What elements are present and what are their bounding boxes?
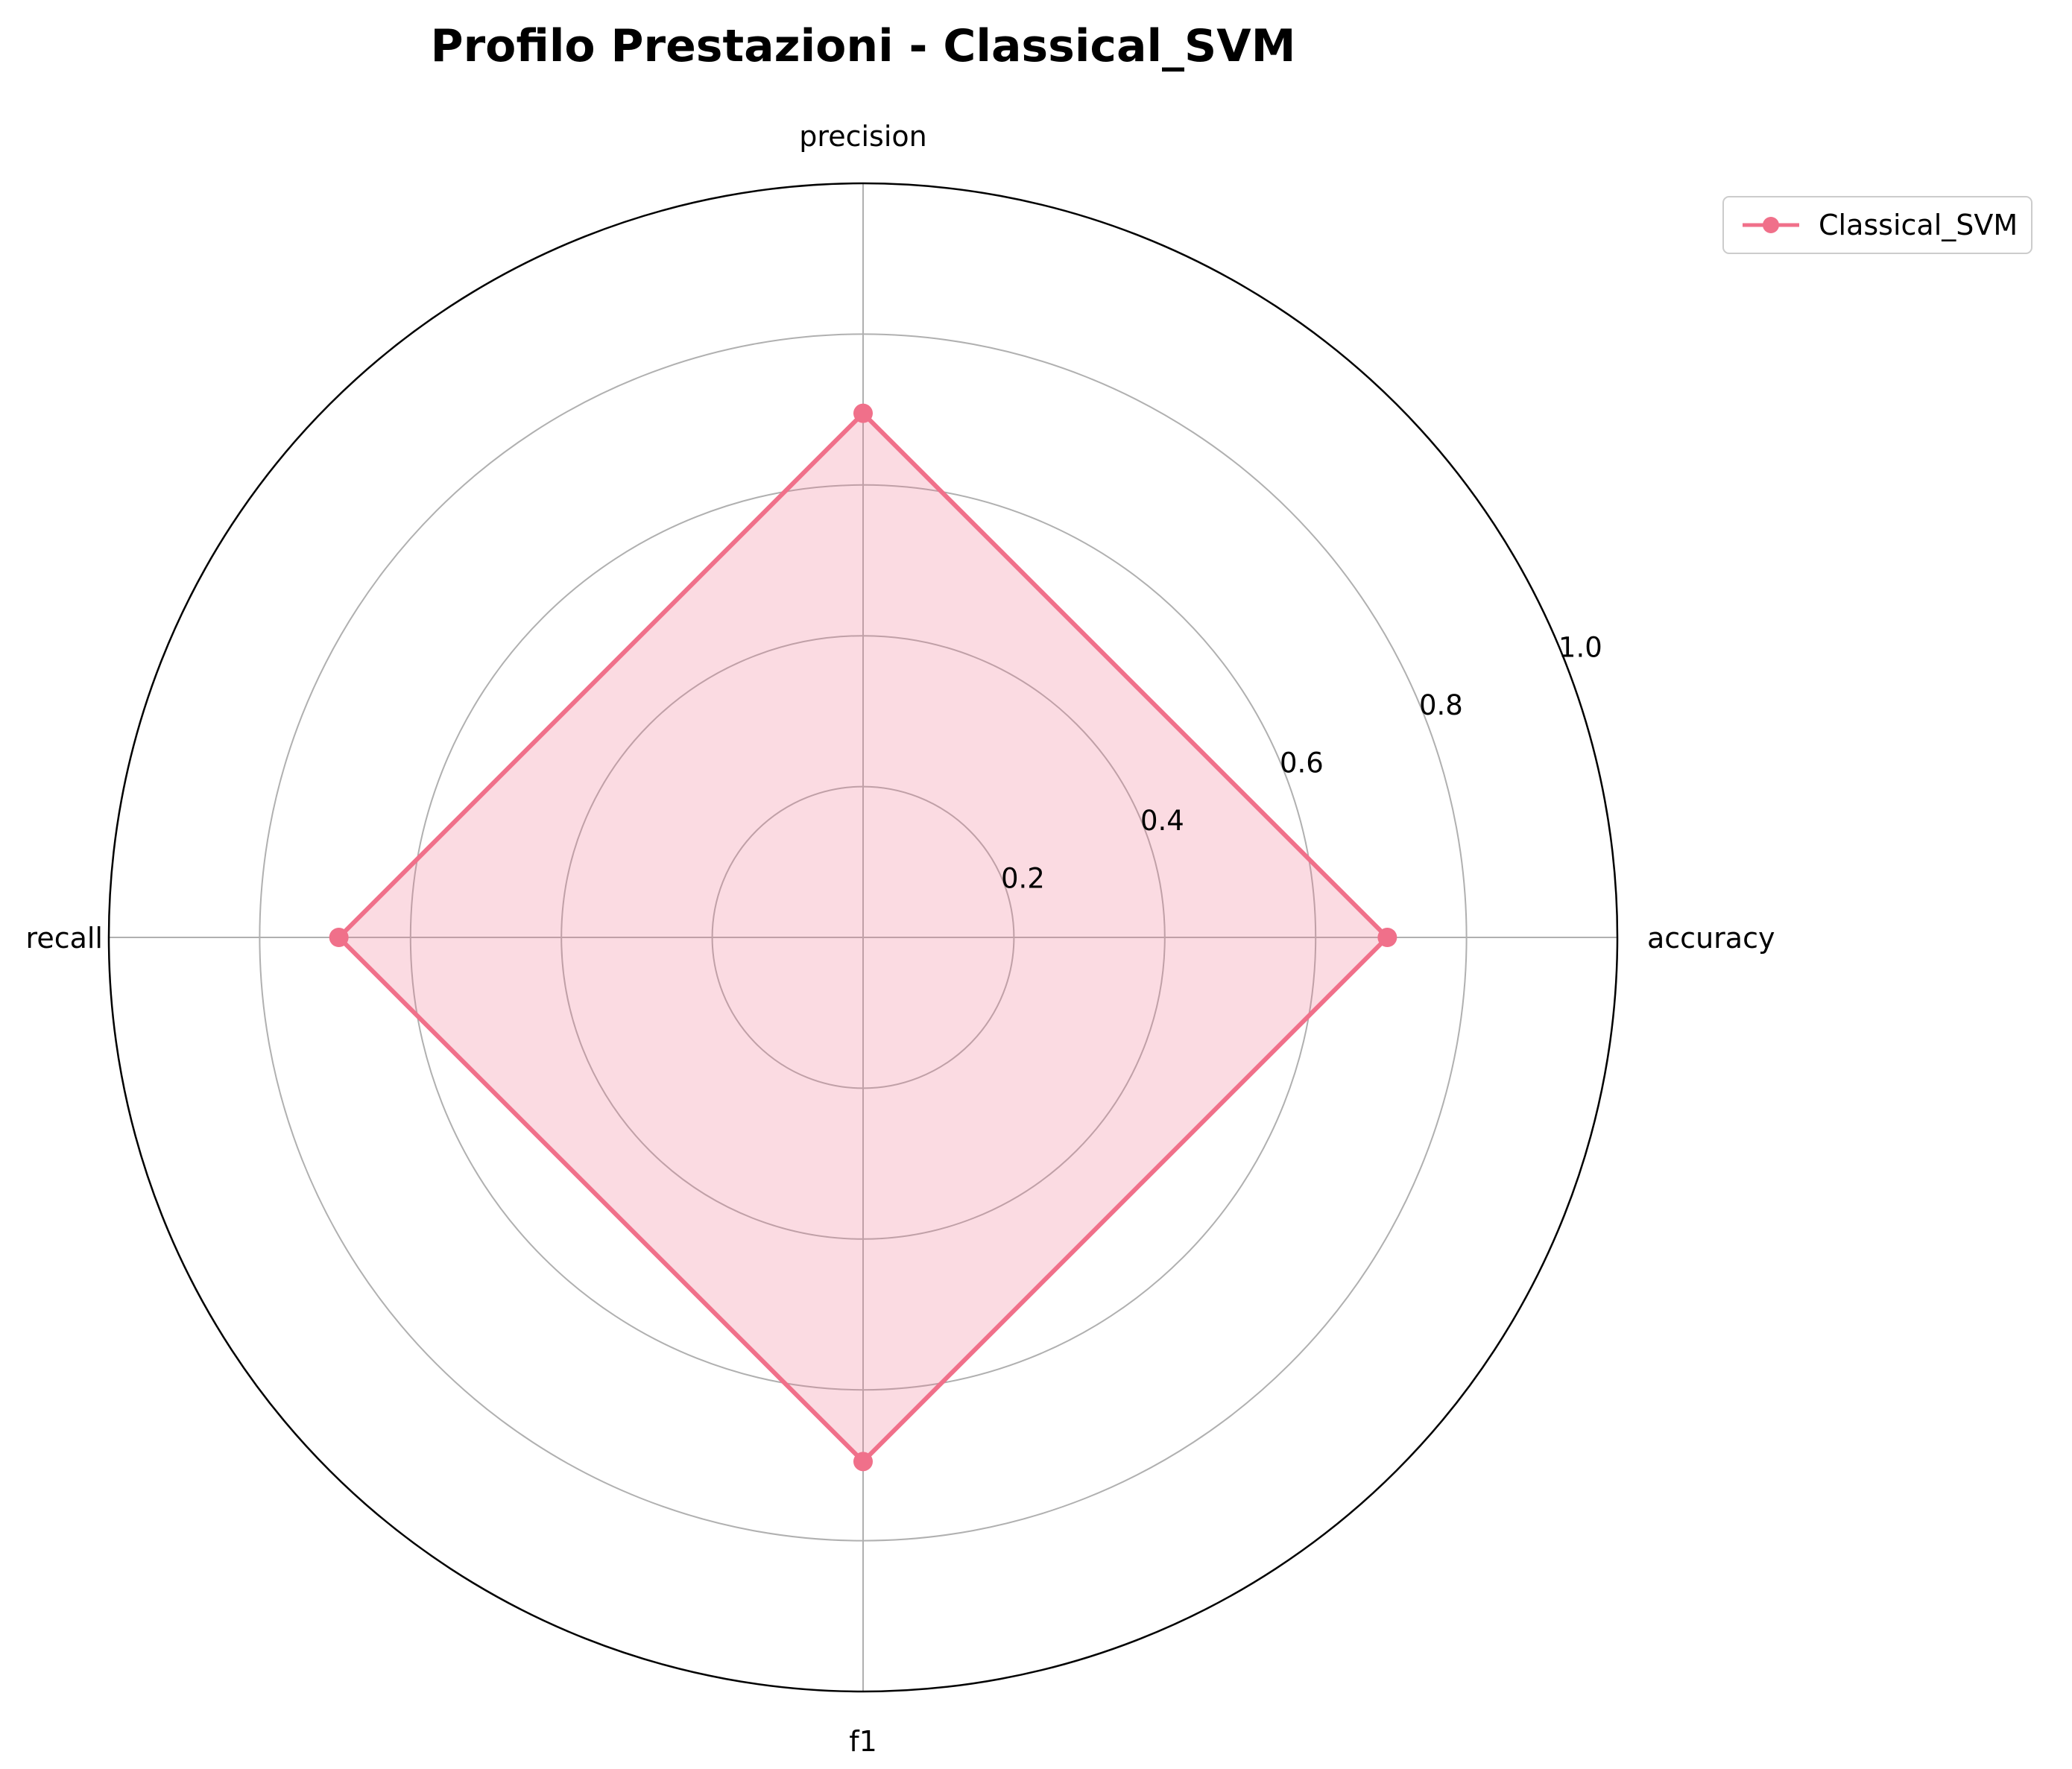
grid	[107, 182, 1619, 1693]
axis-label-accuracy: accuracy	[1647, 922, 1775, 955]
axis-label-precision: precision	[799, 120, 926, 153]
grid-ring	[259, 333, 1468, 1542]
data-point-accuracy	[1377, 928, 1397, 947]
outer-ring	[107, 182, 1619, 1693]
grid-ring	[560, 635, 1166, 1240]
series-fill	[338, 413, 1388, 1462]
grid-ring	[409, 484, 1317, 1391]
legend-series-marker	[1763, 217, 1779, 233]
grid-ring	[711, 785, 1015, 1089]
data-point-recall	[329, 928, 349, 947]
chart-title: Profilo Prestazioni - Classical_SVM	[431, 20, 1296, 72]
legend-frame	[1722, 196, 2032, 254]
axis-label-f1: f1	[849, 1725, 877, 1758]
axis-label-recall: recall	[26, 922, 103, 955]
r-tick-label: 1.0	[1558, 632, 1602, 664]
r-tick-label: 0.6	[1280, 747, 1324, 779]
series-layer	[329, 403, 1397, 1472]
axis-labels: 0.2 0.4 0.6 0.8 1.0 accuracy precision recall f1	[26, 120, 1775, 1758]
legend: Classical_SVM	[1722, 196, 2032, 254]
data-point-precision	[853, 403, 873, 423]
legend-series-label: Classical_SVM	[1819, 209, 2018, 241]
r-tick-label: 0.4	[1140, 805, 1184, 837]
data-point-f1	[853, 1452, 873, 1472]
r-tick-label: 0.8	[1419, 689, 1463, 721]
r-tick-label: 0.2	[1001, 862, 1045, 894]
